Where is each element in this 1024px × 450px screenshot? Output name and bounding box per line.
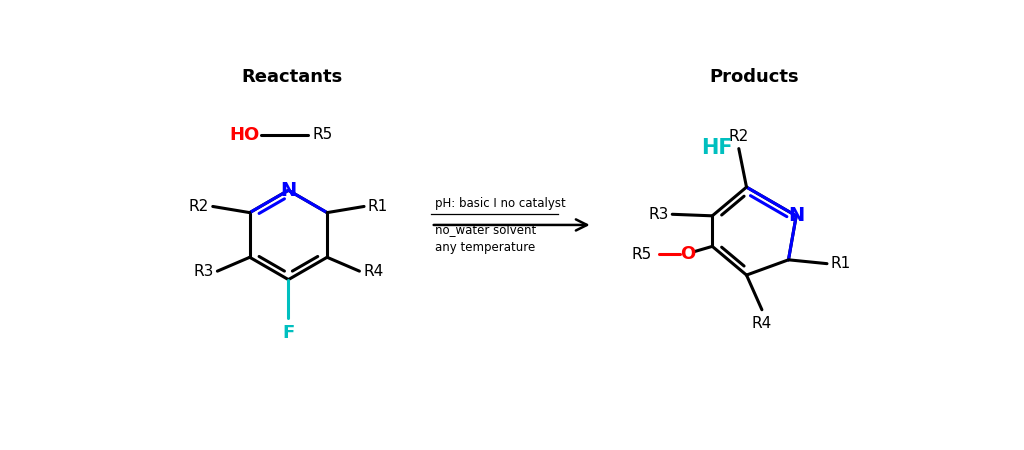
Text: HO: HO xyxy=(229,126,259,144)
Text: R2: R2 xyxy=(188,199,209,214)
Text: N: N xyxy=(281,181,297,200)
Text: R5: R5 xyxy=(632,247,652,261)
Text: O: O xyxy=(680,245,695,263)
Text: any temperature: any temperature xyxy=(435,241,535,254)
Text: R1: R1 xyxy=(368,199,388,214)
Text: pH: basic I no catalyst: pH: basic I no catalyst xyxy=(435,197,565,210)
Text: R3: R3 xyxy=(194,264,214,279)
Text: R5: R5 xyxy=(312,127,333,142)
Text: Products: Products xyxy=(710,68,799,86)
Text: no_water solvent: no_water solvent xyxy=(435,223,536,236)
Text: R4: R4 xyxy=(364,264,384,279)
Text: R2: R2 xyxy=(729,129,749,144)
Text: F: F xyxy=(283,324,295,342)
Text: Reactants: Reactants xyxy=(242,68,343,86)
Text: R3: R3 xyxy=(648,207,669,222)
Text: HF: HF xyxy=(701,138,733,158)
Text: N: N xyxy=(788,207,804,225)
Text: R1: R1 xyxy=(830,256,851,271)
Text: R4: R4 xyxy=(752,316,772,331)
